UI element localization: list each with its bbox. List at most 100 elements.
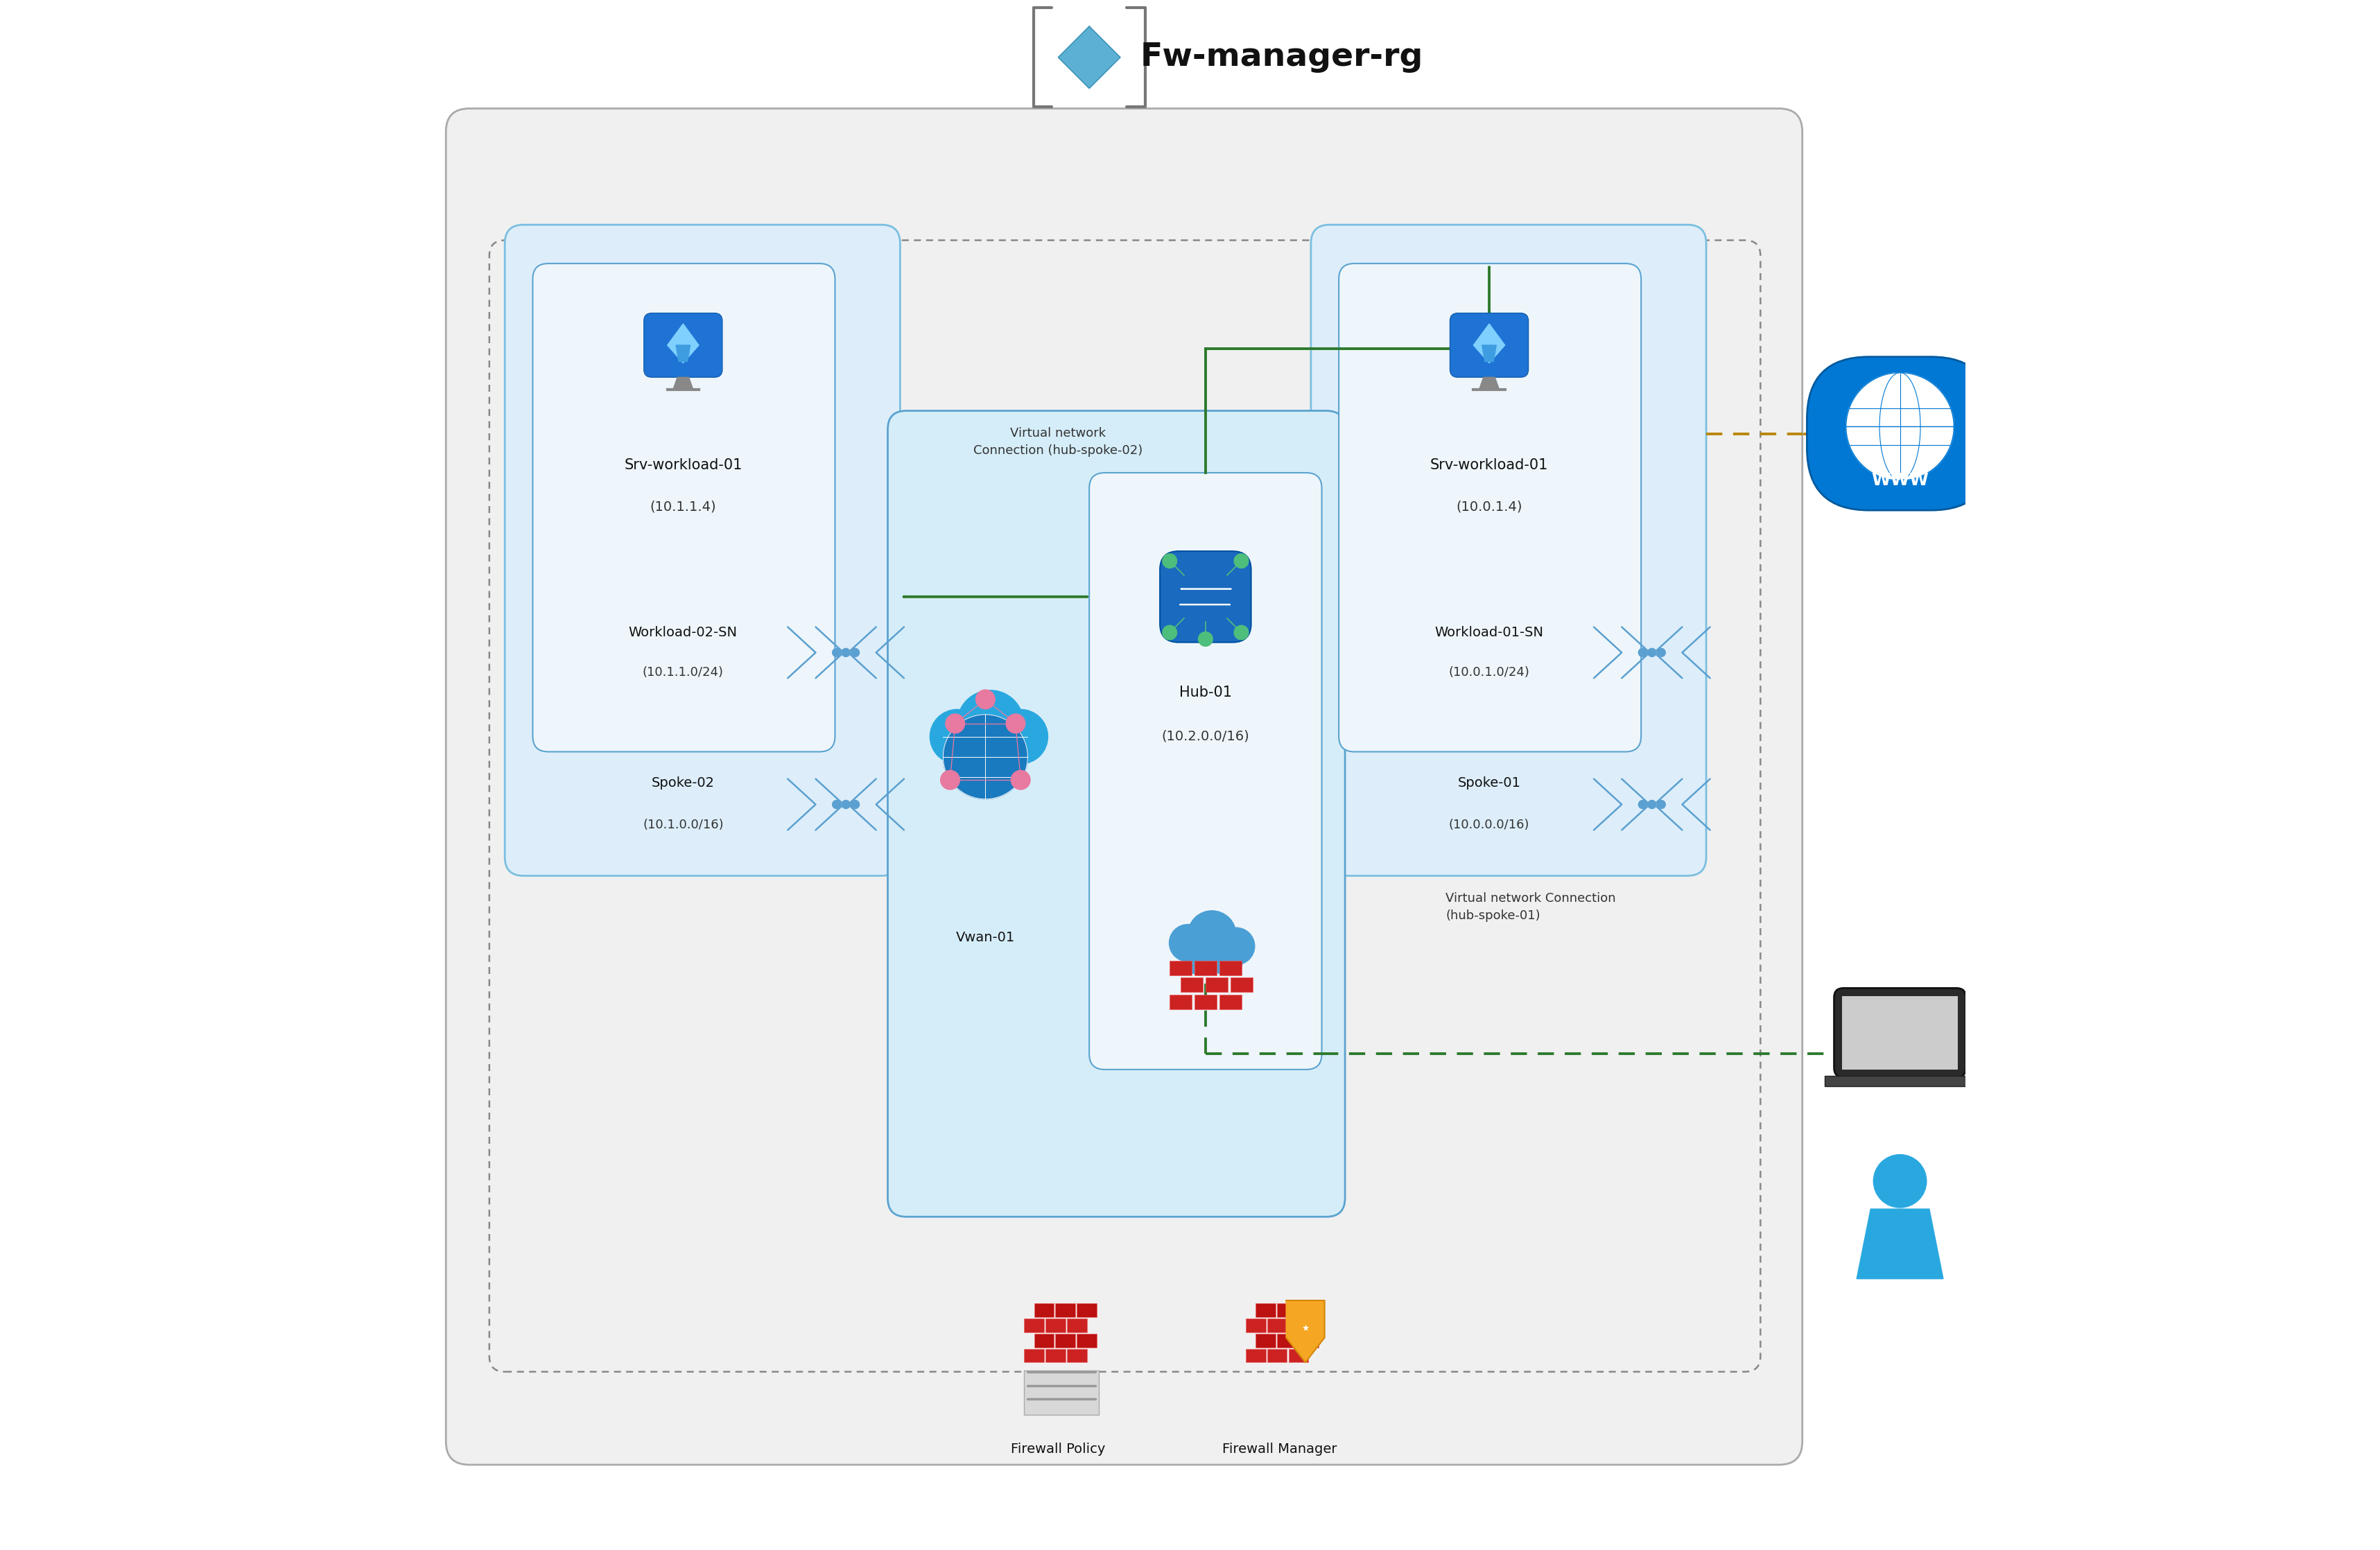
Bar [1257, 1333, 1276, 1347]
Circle shape [1200, 632, 1214, 646]
Bar [1288, 1319, 1309, 1331]
Text: (10.0.0.0/16): (10.0.0.0/16) [1449, 818, 1530, 831]
Text: Fw-manager-rg: Fw-manager-rg [1140, 42, 1423, 73]
FancyBboxPatch shape [1806, 356, 1992, 510]
FancyBboxPatch shape [1340, 264, 1642, 752]
Bar [1825, 1076, 1975, 1087]
Text: (10.0.1.4): (10.0.1.4) [1457, 501, 1523, 513]
FancyBboxPatch shape [888, 411, 1345, 1217]
Text: (10.0.1.0/24): (10.0.1.0/24) [1449, 666, 1530, 679]
Polygon shape [1285, 1300, 1326, 1362]
Text: Hub-01: Hub-01 [1178, 687, 1233, 699]
Circle shape [1847, 372, 1954, 480]
FancyBboxPatch shape [1449, 313, 1528, 377]
Bar [1288, 1348, 1309, 1362]
Circle shape [957, 690, 1023, 756]
Polygon shape [1059, 26, 1121, 88]
Circle shape [1647, 648, 1656, 657]
Bar [1266, 1348, 1288, 1362]
Text: (10.2.0.0/16): (10.2.0.0/16) [1161, 730, 1250, 742]
Bar [1219, 961, 1242, 975]
Text: (10.1.1.4): (10.1.1.4) [650, 501, 716, 513]
Bar [1219, 995, 1242, 1009]
Bar [1266, 1319, 1288, 1331]
Circle shape [852, 800, 859, 809]
Bar [1169, 995, 1192, 1009]
Circle shape [1007, 715, 1026, 733]
Bar [1195, 995, 1216, 1009]
Circle shape [1209, 941, 1242, 975]
Bar [1033, 1333, 1054, 1347]
Circle shape [1637, 648, 1647, 657]
Polygon shape [674, 377, 693, 389]
Text: Srv-workload-01: Srv-workload-01 [1430, 459, 1549, 471]
Polygon shape [666, 324, 700, 363]
Bar [1033, 1304, 1054, 1318]
Circle shape [1188, 911, 1235, 959]
Text: Spoke-02: Spoke-02 [652, 777, 714, 789]
Bar [1245, 1319, 1266, 1331]
Bar [1245, 1348, 1266, 1362]
Bar [1207, 978, 1228, 992]
Circle shape [1169, 924, 1207, 961]
Circle shape [1235, 553, 1250, 569]
Text: Srv-workload-01: Srv-workload-01 [624, 459, 743, 471]
Circle shape [1873, 1155, 1925, 1207]
Bar [1299, 1333, 1319, 1347]
Polygon shape [1473, 324, 1504, 363]
Circle shape [1647, 800, 1656, 809]
Circle shape [1637, 800, 1647, 809]
Circle shape [942, 715, 1028, 800]
Text: ★: ★ [1302, 1324, 1309, 1333]
FancyBboxPatch shape [505, 225, 900, 876]
Circle shape [1656, 648, 1666, 657]
Text: (10.1.0.0/16): (10.1.0.0/16) [643, 818, 724, 831]
Bar [1023, 1370, 1100, 1415]
Text: Virtual network Connection
(hub-spoke-01): Virtual network Connection (hub-spoke-01… [1445, 891, 1616, 922]
Bar [1169, 961, 1192, 975]
Polygon shape [1483, 346, 1497, 361]
Bar [1023, 1319, 1045, 1331]
Text: Vwan-01: Vwan-01 [957, 932, 1014, 944]
Bar [1076, 1333, 1097, 1347]
Bar [1230, 978, 1252, 992]
Text: Workload-01-SN: Workload-01-SN [1435, 626, 1545, 639]
Circle shape [1235, 625, 1250, 640]
Bar [1054, 1304, 1076, 1318]
Bar [1023, 1348, 1045, 1362]
Circle shape [833, 648, 840, 657]
Bar [1257, 1304, 1276, 1318]
Bar [1066, 1348, 1088, 1362]
Text: Spoke-01: Spoke-01 [1457, 777, 1521, 789]
Bar [1842, 997, 1959, 1070]
Circle shape [1219, 927, 1254, 964]
Text: WWW: WWW [1871, 473, 1928, 488]
Circle shape [976, 690, 995, 708]
FancyBboxPatch shape [533, 264, 835, 752]
Circle shape [931, 710, 985, 764]
Circle shape [954, 736, 997, 778]
Text: Firewall Manager: Firewall Manager [1223, 1443, 1338, 1455]
FancyBboxPatch shape [645, 313, 721, 377]
Bar [1278, 1333, 1297, 1347]
Circle shape [852, 648, 859, 657]
Circle shape [833, 800, 840, 809]
Bar [1195, 961, 1216, 975]
Circle shape [1183, 941, 1219, 975]
Bar [1076, 1304, 1097, 1318]
FancyBboxPatch shape [445, 109, 1802, 1465]
FancyBboxPatch shape [1090, 473, 1321, 1070]
Bar [1278, 1304, 1297, 1318]
FancyBboxPatch shape [1835, 989, 1966, 1077]
Circle shape [940, 770, 959, 789]
Bar [1299, 1304, 1319, 1318]
Text: (10.1.1.0/24): (10.1.1.0/24) [643, 666, 724, 679]
Bar [1054, 1333, 1076, 1347]
Circle shape [1011, 770, 1031, 789]
Circle shape [1656, 800, 1666, 809]
Circle shape [985, 736, 1026, 778]
Bar [1066, 1319, 1088, 1331]
Bar [1180, 978, 1202, 992]
Text: Firewall Policy: Firewall Policy [1011, 1443, 1104, 1455]
Polygon shape [1856, 1209, 1942, 1279]
